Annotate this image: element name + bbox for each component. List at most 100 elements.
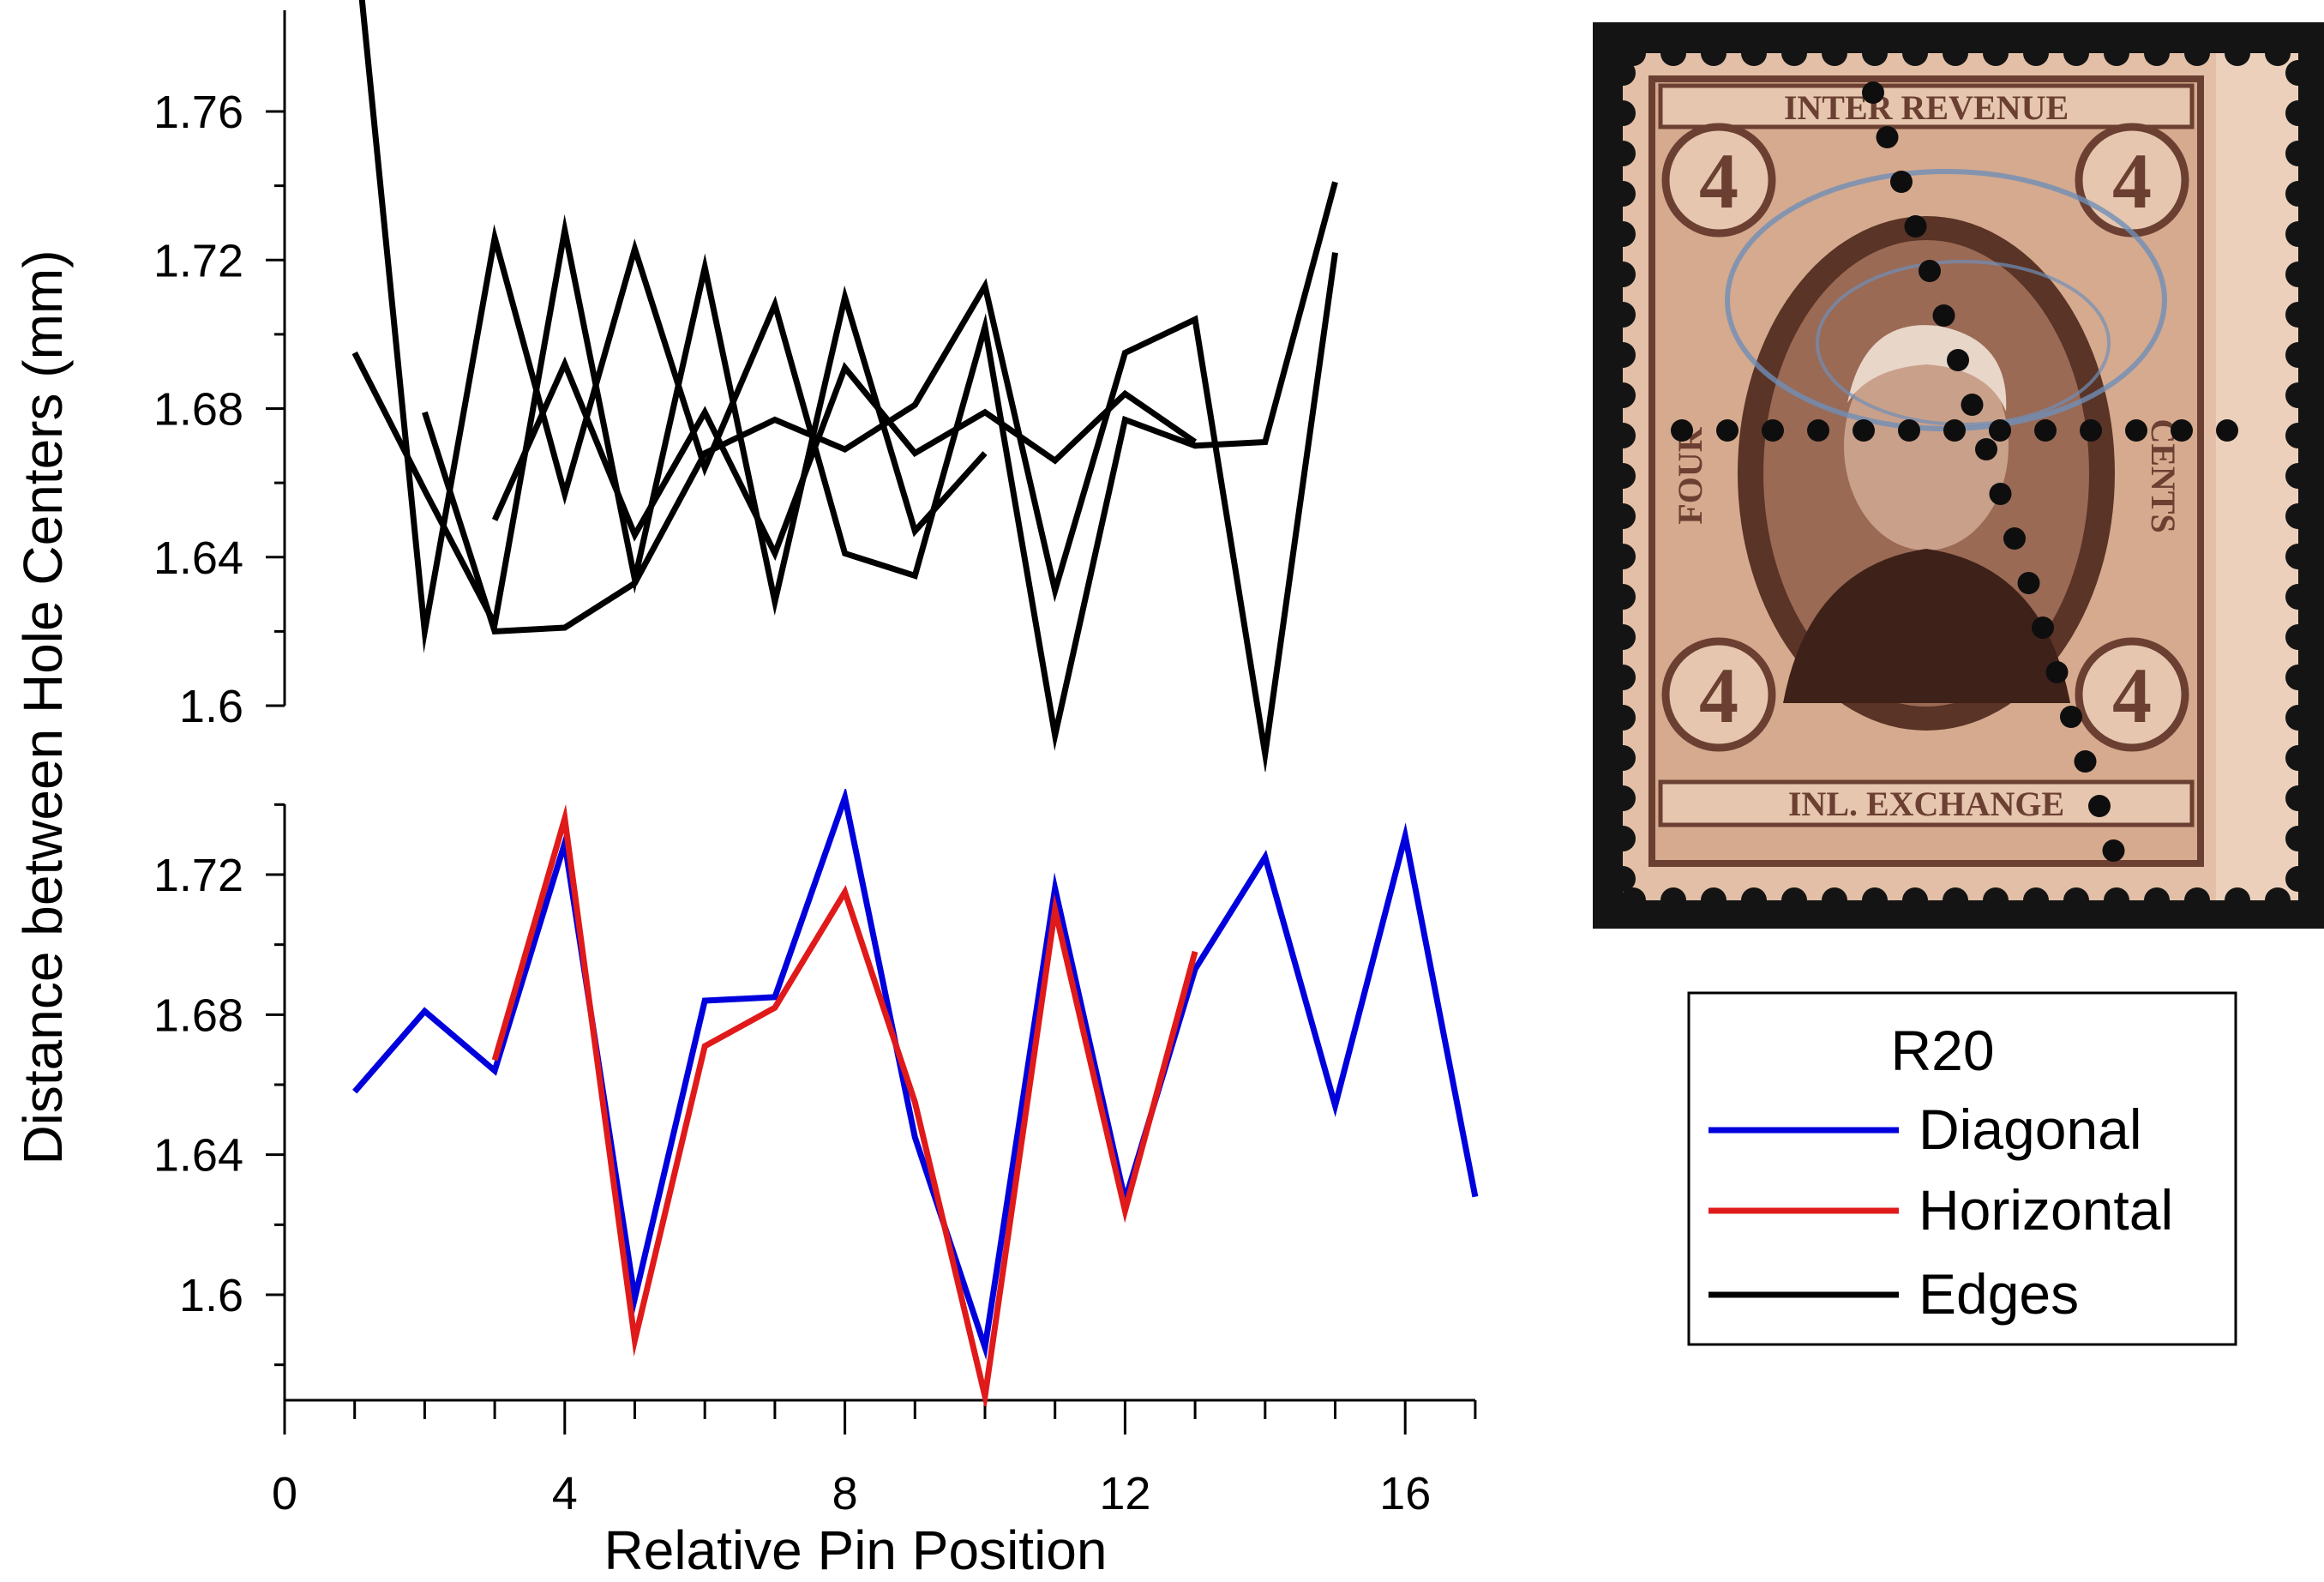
- perforation: [1610, 181, 1636, 207]
- top-y-tick-label: 1.68: [153, 384, 243, 436]
- stamp-portrait-hair: [1847, 325, 2007, 412]
- perforation: [1610, 745, 1636, 771]
- perforation: [1610, 624, 1636, 650]
- perforation: [1610, 584, 1636, 610]
- perforation: [2285, 624, 2311, 650]
- perforation: [2104, 40, 2129, 66]
- stamp-perforations: [1610, 40, 2311, 913]
- pin-hole-horizontal: [1989, 419, 2011, 442]
- perforation: [1781, 40, 1807, 66]
- perforation: [2184, 887, 2210, 913]
- perforation: [1620, 887, 1646, 913]
- perforation: [2285, 584, 2311, 610]
- bottom-y-tick-label: 1.64: [153, 1130, 243, 1182]
- x-tick-label: 16: [1379, 1468, 1431, 1519]
- pin-hole-horizontal: [2125, 419, 2147, 442]
- perforation: [2265, 40, 2291, 66]
- top-y-tick-label: 1.76: [153, 87, 243, 138]
- perforation: [2023, 40, 2049, 66]
- perforation: [1610, 826, 1636, 851]
- perforation: [1943, 40, 1968, 66]
- stamp-corner-circle: [2075, 637, 2189, 752]
- perforation: [2184, 40, 2210, 66]
- pin-hole-diagonal: [1932, 304, 1955, 327]
- stamp-corner-circle: [1661, 123, 1776, 238]
- bottom-series-horizontal-2: [491, 803, 1198, 1406]
- legend-label-diagonal: Diagonal: [1919, 1098, 2142, 1161]
- perforation: [2285, 544, 2311, 569]
- pin-hole-diagonal: [1961, 394, 1984, 416]
- perforation: [1620, 40, 1646, 66]
- stamp-pin-holes: [1671, 81, 2238, 862]
- bottom-y-tick-label: 1.72: [153, 850, 243, 901]
- legend-box: [1687, 991, 2237, 1346]
- pin-hole-diagonal: [1862, 81, 1884, 104]
- bottom-y-tick-label: 1.6: [179, 1270, 243, 1321]
- perforation: [1610, 785, 1636, 811]
- perforation: [1983, 40, 2009, 66]
- x-tick-label: 8: [832, 1468, 858, 1519]
- perforation: [2285, 221, 2311, 247]
- perforation: [2104, 887, 2129, 913]
- perforation: [1610, 302, 1636, 328]
- perforation: [1943, 887, 1968, 913]
- stamp-top-text: INTER REVENUE: [1784, 88, 2069, 127]
- pin-hole-diagonal: [2088, 795, 2111, 817]
- top-y-tick-label: 1.6: [179, 681, 243, 732]
- perforation: [1610, 60, 1636, 86]
- stamp-corner-numerals: 4 4 4 4: [1661, 123, 2189, 752]
- pin-hole-diagonal: [1919, 260, 1941, 282]
- pin-hole-diagonal: [2017, 572, 2040, 594]
- pin-hole-horizontal: [2171, 419, 2193, 442]
- top-y-tick-label: 1.64: [153, 532, 243, 584]
- perforation: [1741, 887, 1767, 913]
- perforation: [1781, 887, 1807, 913]
- perforation: [2144, 40, 2170, 66]
- top-series-edges-1: [358, 0, 1338, 751]
- legend-label-edges: Edges: [1919, 1262, 2079, 1326]
- pin-hole-diagonal: [2060, 706, 2082, 728]
- legend-title: R20: [1890, 1019, 1994, 1082]
- pin-hole-horizontal: [1898, 419, 1920, 442]
- pin-hole-horizontal: [1762, 419, 1784, 442]
- perforation: [1610, 544, 1636, 569]
- pin-hole-horizontal: [1943, 419, 1966, 442]
- stamp-left-text: FOUR: [1671, 426, 1709, 524]
- perforation: [2063, 887, 2089, 913]
- top-series-edges-4: [491, 356, 1198, 562]
- pin-hole-diagonal: [2003, 527, 2026, 550]
- stamp-image: INTER REVENUE INL. EXCHANGE FOUR CENTS 4…: [1593, 22, 2324, 929]
- perforation: [1822, 40, 1847, 66]
- chart-bottom-diagonal-horizontal: 1.6 1.64 1.68 1.72 0 4 8 12 16: [153, 789, 1479, 1519]
- legend-label-horizontal: Horizontal: [1919, 1178, 2173, 1242]
- chart-top-edges: 1.6 1.64 1.68 1.72 1.76: [153, 0, 1338, 772]
- perforation: [1610, 423, 1636, 448]
- stamp-corner-numeral: 4: [1699, 652, 1738, 739]
- perforation: [2285, 302, 2311, 328]
- perforation: [1610, 463, 1636, 489]
- pin-hole-diagonal: [2032, 617, 2054, 639]
- perforation: [1862, 887, 1888, 913]
- pin-hole-horizontal: [2216, 419, 2238, 442]
- perforation: [2285, 503, 2311, 529]
- legend: R20 Diagonal Horizontal Edges: [1687, 991, 2237, 1346]
- stamp-portrait-shoulders: [1783, 549, 2070, 703]
- perforation: [1660, 40, 1686, 66]
- pin-hole-diagonal: [2074, 750, 2097, 773]
- perforation: [1822, 887, 1847, 913]
- stamp-corner-circle: [1661, 637, 1776, 752]
- perforation: [2225, 887, 2250, 913]
- top-y-tick-label: 1.72: [153, 235, 243, 286]
- pin-hole-horizontal: [1716, 419, 1738, 442]
- x-axis-title: Relative Pin Position: [604, 1519, 1108, 1581]
- pin-hole-horizontal: [2080, 419, 2102, 442]
- perforation: [1610, 262, 1636, 287]
- stamp-corner-numeral: 4: [2112, 652, 2152, 739]
- perforation: [1610, 866, 1636, 892]
- perforation: [2285, 60, 2311, 86]
- perforation: [1862, 40, 1888, 66]
- perforation: [1701, 887, 1726, 913]
- perforation: [1660, 887, 1686, 913]
- pin-hole-diagonal: [1890, 171, 1913, 193]
